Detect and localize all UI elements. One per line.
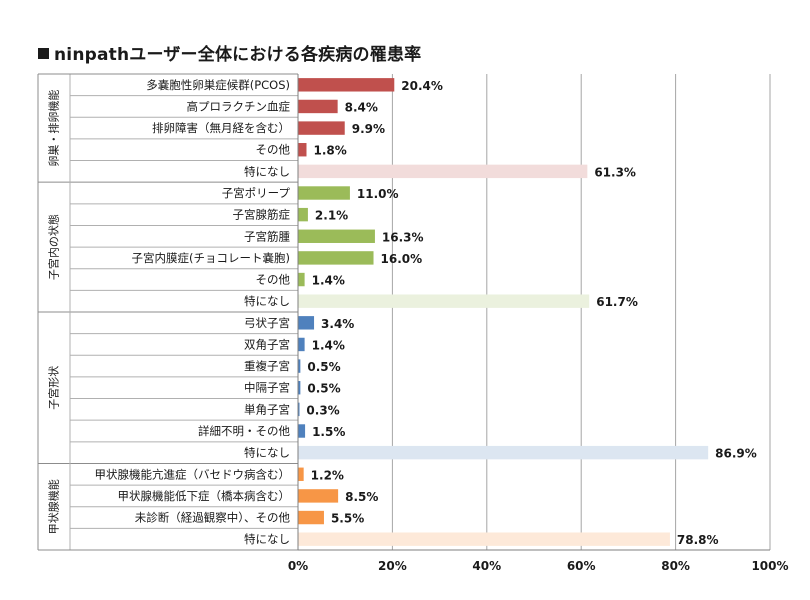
bar [298, 251, 374, 265]
bar [298, 510, 324, 525]
bar [298, 337, 305, 352]
data-label: 1.2% [311, 468, 344, 482]
group-label: 子宮形状 [47, 366, 61, 410]
category-label: 子宮内膜症(チョコレート嚢胞) [132, 251, 290, 265]
bar [298, 143, 307, 157]
category-label: 特になし [244, 532, 290, 546]
category-label: 特になし [244, 294, 290, 308]
data-label: 0.3% [306, 403, 339, 417]
category-label: 双角子宮 [244, 337, 290, 351]
bar [298, 381, 301, 395]
bar [298, 121, 345, 135]
data-label: 5.5% [331, 512, 364, 526]
data-label: 20.4% [401, 79, 443, 93]
title-square-icon [38, 48, 49, 59]
x-tick-label: 0% [288, 559, 308, 573]
bar [298, 489, 339, 503]
data-label: 16.3% [382, 230, 424, 244]
group-label: 甲状腺機能 [47, 479, 61, 534]
data-label: 78.8% [677, 533, 719, 547]
category-label: 甲状腺機能亢進症（バセドウ病含む） [95, 467, 291, 481]
data-label: 1.4% [312, 338, 345, 352]
group-label: 子宮内の状態 [47, 214, 61, 280]
data-label: 11.0% [357, 187, 399, 201]
category-label: 子宮筋腫 [244, 229, 290, 243]
bar [298, 164, 588, 179]
x-tick-label: 60% [567, 559, 596, 573]
chart-title: ninpathユーザー全体における各疾病の罹患率 [38, 40, 421, 65]
bar [298, 424, 306, 438]
bar [298, 294, 590, 308]
category-label: 高プロラクチン血症 [187, 99, 291, 113]
bar [298, 186, 350, 200]
bar [298, 99, 338, 114]
data-label: 1.5% [312, 425, 345, 439]
data-label: 61.7% [596, 295, 638, 309]
data-label: 8.5% [345, 490, 378, 504]
bar [298, 272, 305, 287]
category-label: 多嚢胞性卵巣症候群(PCOS) [146, 78, 290, 92]
bar [298, 445, 709, 460]
category-label: その他 [256, 273, 291, 287]
category-label: 重複子宮 [244, 359, 290, 373]
data-label: 86.9% [715, 447, 757, 461]
bar [298, 229, 375, 243]
data-label: 61.3% [594, 165, 636, 179]
data-label: 3.4% [321, 317, 354, 331]
bar [298, 402, 300, 417]
category-label: 詳細不明・その他 [198, 424, 290, 438]
chart-title-text: ninpathユーザー全体における各疾病の罹患率 [54, 45, 422, 65]
bar [298, 316, 315, 330]
group-label: 卵巣・排卵機能 [47, 90, 61, 167]
category-label: 子宮腺筋症 [233, 208, 291, 222]
category-label: 中隔子宮 [244, 381, 290, 395]
data-label: 1.4% [312, 274, 345, 288]
data-label: 0.5% [307, 382, 340, 396]
category-label: 特になし [244, 164, 290, 178]
bar [298, 467, 304, 481]
category-label: 甲状腺機能低下症（橋本病含む） [118, 489, 291, 503]
bar [298, 207, 308, 222]
x-tick-label: 80% [661, 559, 690, 573]
category-label: 未診断（経過観察中）、その他 [135, 511, 291, 525]
x-tick-label: 20% [378, 559, 407, 573]
bar [298, 78, 395, 92]
category-label: 子宮ポリープ [222, 186, 291, 200]
data-label: 0.5% [307, 360, 340, 374]
bar [298, 359, 301, 373]
data-label: 8.4% [345, 100, 378, 114]
data-label: 1.8% [313, 144, 346, 158]
x-tick-label: 40% [472, 559, 501, 573]
data-label: 16.0% [381, 252, 423, 266]
category-label: その他 [256, 143, 291, 157]
category-label: 特になし [244, 446, 290, 460]
category-label: 単角子宮 [244, 402, 290, 416]
x-tick-label: 100% [751, 559, 788, 573]
bar [298, 532, 670, 546]
data-label: 9.9% [352, 122, 385, 136]
category-label: 弓状子宮 [244, 316, 290, 330]
data-label: 2.1% [315, 209, 348, 223]
category-label: 排卵障害（無月経を含む） [152, 121, 290, 135]
